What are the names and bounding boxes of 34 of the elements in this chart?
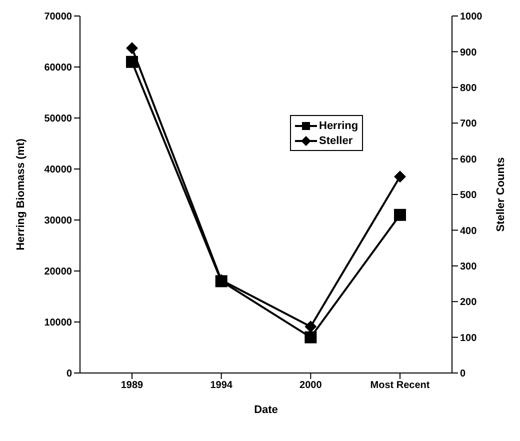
y2-tick-label: 400: [460, 226, 478, 237]
y2-tick-label: 500: [460, 190, 478, 202]
point: [394, 208, 406, 221]
legend-label: Steller: [319, 134, 353, 146]
y2-tick-label: 700: [460, 118, 478, 130]
y2-axis-title: Steller Counts: [494, 157, 507, 232]
x-tick-label: 2000: [300, 380, 322, 392]
y-tick-label: 50000: [44, 114, 72, 125]
y-axis-title: Herring Biomass (mt): [14, 138, 27, 250]
y2-tick-label: 1000: [460, 12, 483, 23]
y-tick-label: 20000: [44, 266, 72, 278]
x-tick-label: 1989: [120, 380, 144, 392]
y2-tick-label: 800: [460, 82, 478, 94]
point: [394, 170, 406, 183]
legend-label: Herring: [319, 120, 358, 132]
y-tick-label: 0: [66, 368, 72, 380]
point: [126, 42, 138, 54]
y2-tick-label: 200: [460, 297, 478, 308]
y-tick-label: 30000: [44, 216, 72, 227]
x-axis-title: Date: [254, 404, 278, 416]
point: [126, 56, 138, 68]
y-tick-label: 60000: [44, 62, 72, 74]
y-tick-label: 40000: [44, 164, 72, 176]
x-tick-label: Most Recent: [370, 380, 430, 392]
y2-tick-label: 0: [460, 368, 466, 380]
y-tick-label: 70000: [44, 12, 72, 23]
y2-tick-label: 900: [460, 47, 478, 58]
y2-tick-label: 300: [460, 261, 478, 272]
point: [304, 331, 317, 344]
y2-tick-label: 600: [460, 154, 478, 166]
point: [304, 320, 317, 333]
y2-tick-label: 100: [460, 332, 478, 344]
y-tick-label: 10000: [44, 318, 72, 329]
x-tick-label: 1994: [210, 380, 233, 392]
